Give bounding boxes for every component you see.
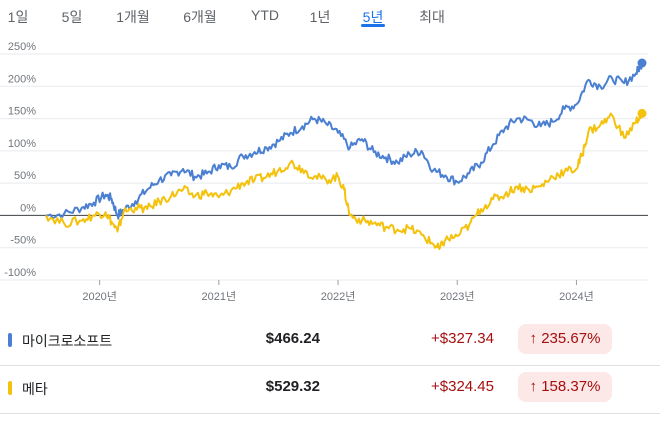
series-swatch xyxy=(8,333,12,347)
x-tick-label: 2024년 xyxy=(559,290,594,303)
x-tick-label: 2020년 xyxy=(82,290,117,303)
y-tick-label: 150% xyxy=(8,106,36,118)
tab-1[interactable]: 5일 xyxy=(61,9,83,25)
x-tick-label: 2021년 xyxy=(202,290,237,303)
series-name: 마이크로소프트 xyxy=(22,333,113,349)
series-percent-badge: ↑ 158.37% xyxy=(518,372,612,402)
tab-7[interactable]: 최대 xyxy=(419,9,445,25)
range-tabs: 1일 5일 1개월 6개월 YTD 1년 5년 최대 xyxy=(0,0,672,36)
series-end-point-1 xyxy=(637,108,647,118)
series-percent-badge: ↑ 235.67% xyxy=(518,324,612,354)
series-percent: 158.37% xyxy=(541,378,601,395)
series-name: 메타 xyxy=(22,381,48,397)
legend-row-msft[interactable]: 마이크로소프트 $466.24 +$327.34 ↑ 235.67% xyxy=(0,318,660,364)
y-tick-label: 50% xyxy=(14,170,36,182)
tab-3[interactable]: 6개월 xyxy=(183,9,217,25)
series-swatch xyxy=(8,381,12,395)
tab-5[interactable]: 1년 xyxy=(309,9,331,25)
series-change: +$324.45 xyxy=(431,378,494,395)
series-change: +$327.34 xyxy=(431,330,494,347)
tab-0[interactable]: 1일 xyxy=(7,9,29,25)
y-tick-label: 100% xyxy=(8,138,36,150)
series-line-1 xyxy=(45,112,643,250)
tab-4[interactable]: YTD xyxy=(251,7,279,23)
tab-6[interactable]: 5년 xyxy=(362,9,384,25)
series-price: $466.24 xyxy=(265,330,320,347)
x-tick-label: 2023년 xyxy=(440,290,475,303)
arrow-up-icon: ↑ xyxy=(529,330,538,347)
legend-divider xyxy=(0,413,660,414)
active-tab-underline xyxy=(361,24,385,27)
legend-divider xyxy=(0,365,660,366)
series-price: $529.32 xyxy=(265,378,320,395)
arrow-up-icon: ↑ xyxy=(529,378,538,395)
legend-row-meta[interactable]: 메타 $529.32 +$324.45 ↑ 158.37% xyxy=(0,366,660,412)
y-tick-label: -50% xyxy=(10,235,36,247)
y-tick-label: -100% xyxy=(4,267,36,279)
series-line-0 xyxy=(46,62,643,220)
series-percent: 235.67% xyxy=(541,330,601,347)
y-tick-label: 250% xyxy=(8,41,36,53)
tab-2[interactable]: 1개월 xyxy=(116,9,150,25)
y-tick-label: 0% xyxy=(20,202,36,214)
series-end-point-0 xyxy=(637,58,647,68)
x-tick-label: 2022년 xyxy=(321,290,356,303)
price-chart: 250% 200% 150% 100% 50% 0% -50% -100% 2020년 2021년… xyxy=(0,41,648,303)
y-tick-label: 200% xyxy=(8,73,36,85)
